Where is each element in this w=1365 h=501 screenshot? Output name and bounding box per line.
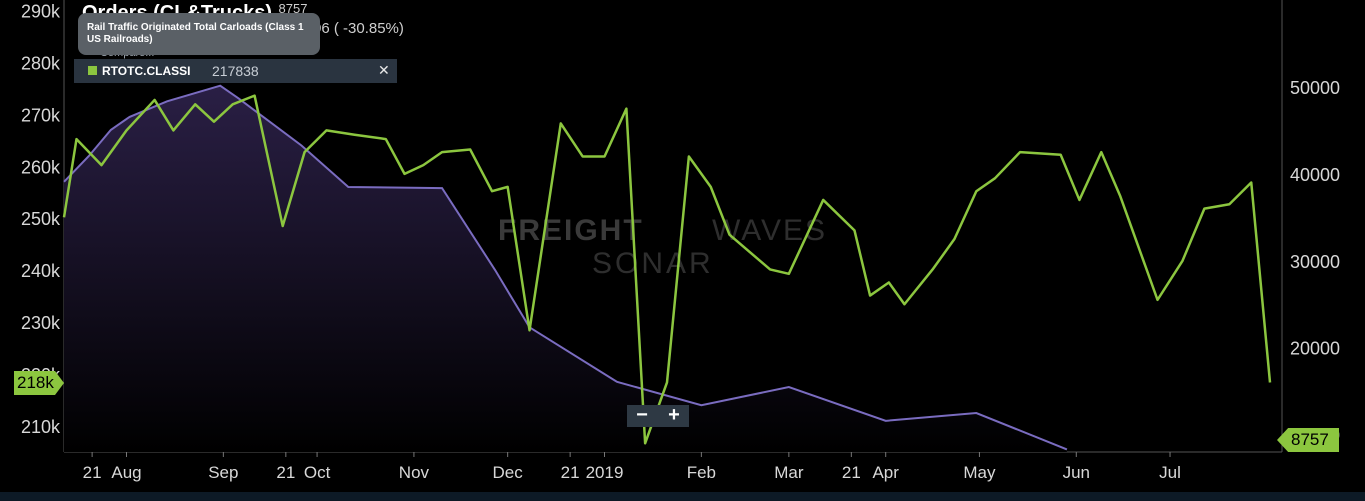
x-axis: 21 Aug Sep 21 Oct Nov Dec 21 2019 Feb Mar 21 Apr May J… xyxy=(64,451,1282,482)
x-tick-label: Nov xyxy=(399,463,430,482)
x-tick-label: Sep xyxy=(208,463,238,482)
zoom-in-button[interactable]: + xyxy=(668,404,680,426)
x-tick-label: 21 xyxy=(276,463,295,482)
watermark-sonar: SONAR xyxy=(592,247,714,280)
left-tick-label: 250k xyxy=(21,209,61,229)
series-tooltip: Rail Traffic Originated Total Carloads (… xyxy=(78,13,320,55)
left-tick-label: 290k xyxy=(21,1,61,21)
left-tick-label: 210k xyxy=(21,417,61,437)
watermark-waves: WAVES xyxy=(712,214,827,247)
watermark: FREIGHT WAVES SONAR xyxy=(498,214,827,280)
orders-series-line xyxy=(63,84,1068,451)
series-code: RTOTC.CLASSI xyxy=(102,64,191,78)
right-tick-label: 20000 xyxy=(1290,339,1340,359)
x-tick-label: Jul xyxy=(1159,463,1181,482)
rail-carloads-series-line xyxy=(62,94,1272,445)
left-tick-label: 270k xyxy=(21,105,61,125)
tooltip-line-2: US Railroads) xyxy=(87,34,153,45)
x-tick-label: Jun xyxy=(1063,463,1090,482)
chart-title-value: 8757 xyxy=(278,1,308,16)
left-tick-label: 280k xyxy=(21,53,61,73)
change-readout: 06 ( -30.85%) xyxy=(313,20,404,37)
series-color-swatch xyxy=(88,66,97,75)
x-tick-label: Feb xyxy=(687,463,716,482)
x-tick-label: 21 xyxy=(83,463,102,482)
x-tick-label: Aug xyxy=(111,463,141,482)
series-layer xyxy=(62,84,1272,453)
x-tick-label: 21 xyxy=(561,463,580,482)
right-y-axis: 1000020000300004000050000 xyxy=(1281,0,1340,452)
x-tick-label: Oct xyxy=(304,463,331,482)
right-tick-label: 50000 xyxy=(1290,78,1340,98)
tooltip-line-1: Rail Traffic Originated Total Carloads (… xyxy=(87,22,304,33)
zoom-controls: − + xyxy=(627,405,689,427)
left-tick-label: 230k xyxy=(21,313,61,333)
x-tick-label: Dec xyxy=(493,463,524,482)
right-last-value-tag: 8757 xyxy=(1277,428,1339,452)
left-tick-label: 240k xyxy=(21,261,61,281)
series-current-value: 217838 xyxy=(212,63,259,79)
compare-series-chip[interactable]: RTOTC.CLASSI 217838 ✕ xyxy=(74,59,397,83)
orders-area-fill xyxy=(64,85,1067,453)
watermark-freight: FREIGHT xyxy=(498,214,644,247)
x-tick-label: 21 xyxy=(842,463,861,482)
close-icon[interactable]: ✕ xyxy=(378,62,390,78)
right-tick-label: 40000 xyxy=(1290,165,1340,185)
x-tick-label: Apr xyxy=(872,463,899,482)
x-tick-label: Mar xyxy=(774,463,804,482)
x-tick-label: May xyxy=(963,463,996,482)
left-tick-label: 260k xyxy=(21,157,61,177)
x-tick-label: 2019 xyxy=(586,463,624,482)
zoom-out-button[interactable]: − xyxy=(636,404,648,426)
right-tick-label: 30000 xyxy=(1290,252,1340,272)
bottom-bar xyxy=(0,492,1365,501)
left-last-value-tag: 218k xyxy=(14,371,64,395)
